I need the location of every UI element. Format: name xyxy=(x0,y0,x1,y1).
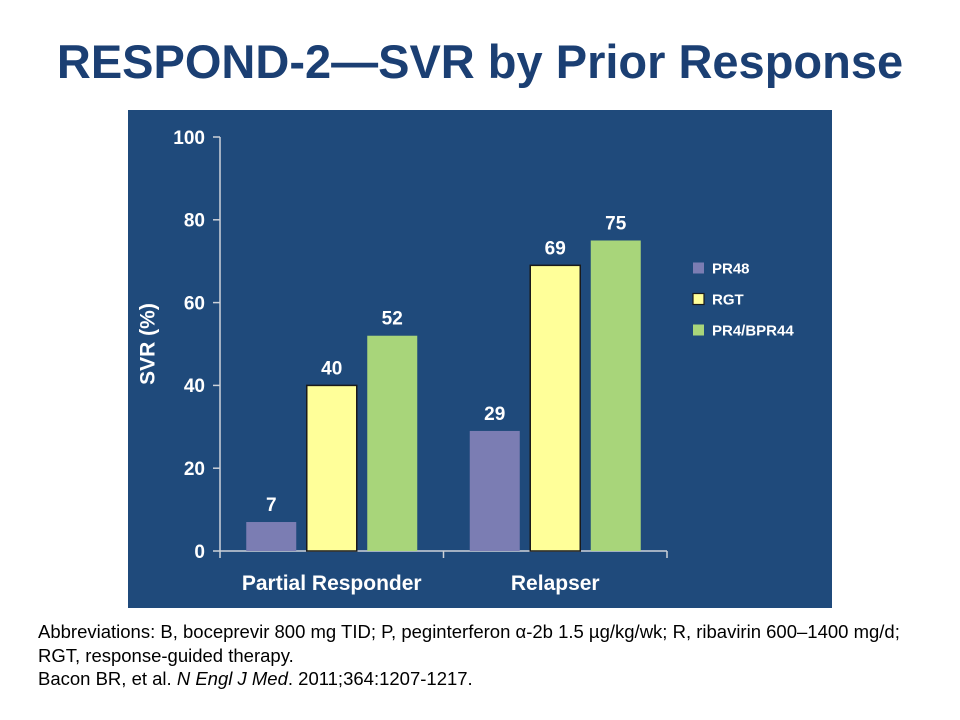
citation-details: . 2011;364:1207-1217. xyxy=(287,668,473,689)
legend-label: RGT xyxy=(712,291,744,308)
data-label-rgt-relapser: 69 xyxy=(545,238,566,259)
bar-pr4-bpr44-partial-responder xyxy=(367,335,418,551)
legend-swatch xyxy=(692,292,705,306)
footnotes: Abbreviations: B, boceprevir 800 mg TID;… xyxy=(38,620,900,691)
legend-item-pr4-bpr44: PR4/BPR44 xyxy=(693,322,794,339)
y-tick-label: 0 xyxy=(194,542,205,563)
legend-label: PR48 xyxy=(712,260,750,277)
bar-pr48-partial-responder xyxy=(246,522,297,551)
data-label-pr48-relapser: 29 xyxy=(484,404,505,425)
category-label-relapser: Relapser xyxy=(511,572,600,595)
bar-group-relapser: 29 69 75 xyxy=(469,214,641,552)
legend: PR48 RGT PR4/BPR44 xyxy=(692,260,794,339)
slide-title: RESPOND-2—SVR by Prior Response xyxy=(56,35,904,88)
data-label-pr4-bpr44-relapser: 75 xyxy=(605,214,627,235)
legend-swatch xyxy=(693,262,704,274)
abbreviations-line: RGT, response-guided therapy. xyxy=(38,644,294,666)
bar-chart: 0 20 40 60 80 100 SVR (%) 7 40 52 Partial Responde… xyxy=(137,128,795,595)
legend-item-rgt: RGT xyxy=(692,291,744,308)
legend-label: PR4/BPR44 xyxy=(712,322,794,339)
y-tick-labels: 0 20 40 60 80 100 xyxy=(173,128,205,563)
citation-authors: Bacon BR, et al. xyxy=(38,668,172,689)
bar-group-partial-responder: 7 40 52 xyxy=(246,309,418,552)
y-tick-label: 80 xyxy=(184,211,205,232)
legend-item-pr48: PR48 xyxy=(693,260,750,277)
category-label-partial-responder: Partial Responder xyxy=(242,572,422,595)
y-tick-label: 40 xyxy=(184,376,205,397)
y-tick-label: 100 xyxy=(173,128,205,149)
y-axis-label: SVR (%) xyxy=(137,303,160,385)
data-label-pr4-bpr44-partial-responder: 52 xyxy=(382,309,403,330)
y-tick-label: 20 xyxy=(184,459,205,480)
bar-pr4-bpr44-relapser xyxy=(590,240,641,551)
data-label-rgt-partial-responder: 40 xyxy=(321,358,342,379)
y-tick-label: 60 xyxy=(184,293,205,314)
bar-rgt-partial-responder xyxy=(306,384,358,552)
citation-journal: N Engl J Med xyxy=(176,668,288,689)
abbreviations-line: Abbreviations: B, boceprevir 800 mg TID;… xyxy=(38,621,900,642)
data-label-pr48-partial-responder: 7 xyxy=(266,495,277,516)
citation: Bacon BR, et al. N Engl J Med. 2011;364:… xyxy=(38,667,900,691)
bar-pr48-relapser xyxy=(469,430,520,551)
bar-rgt-relapser xyxy=(529,264,581,552)
legend-swatch xyxy=(693,324,704,336)
chart-panel: 0 20 40 60 80 100 SVR (%) 7 40 52 Partial Responde… xyxy=(128,110,832,608)
